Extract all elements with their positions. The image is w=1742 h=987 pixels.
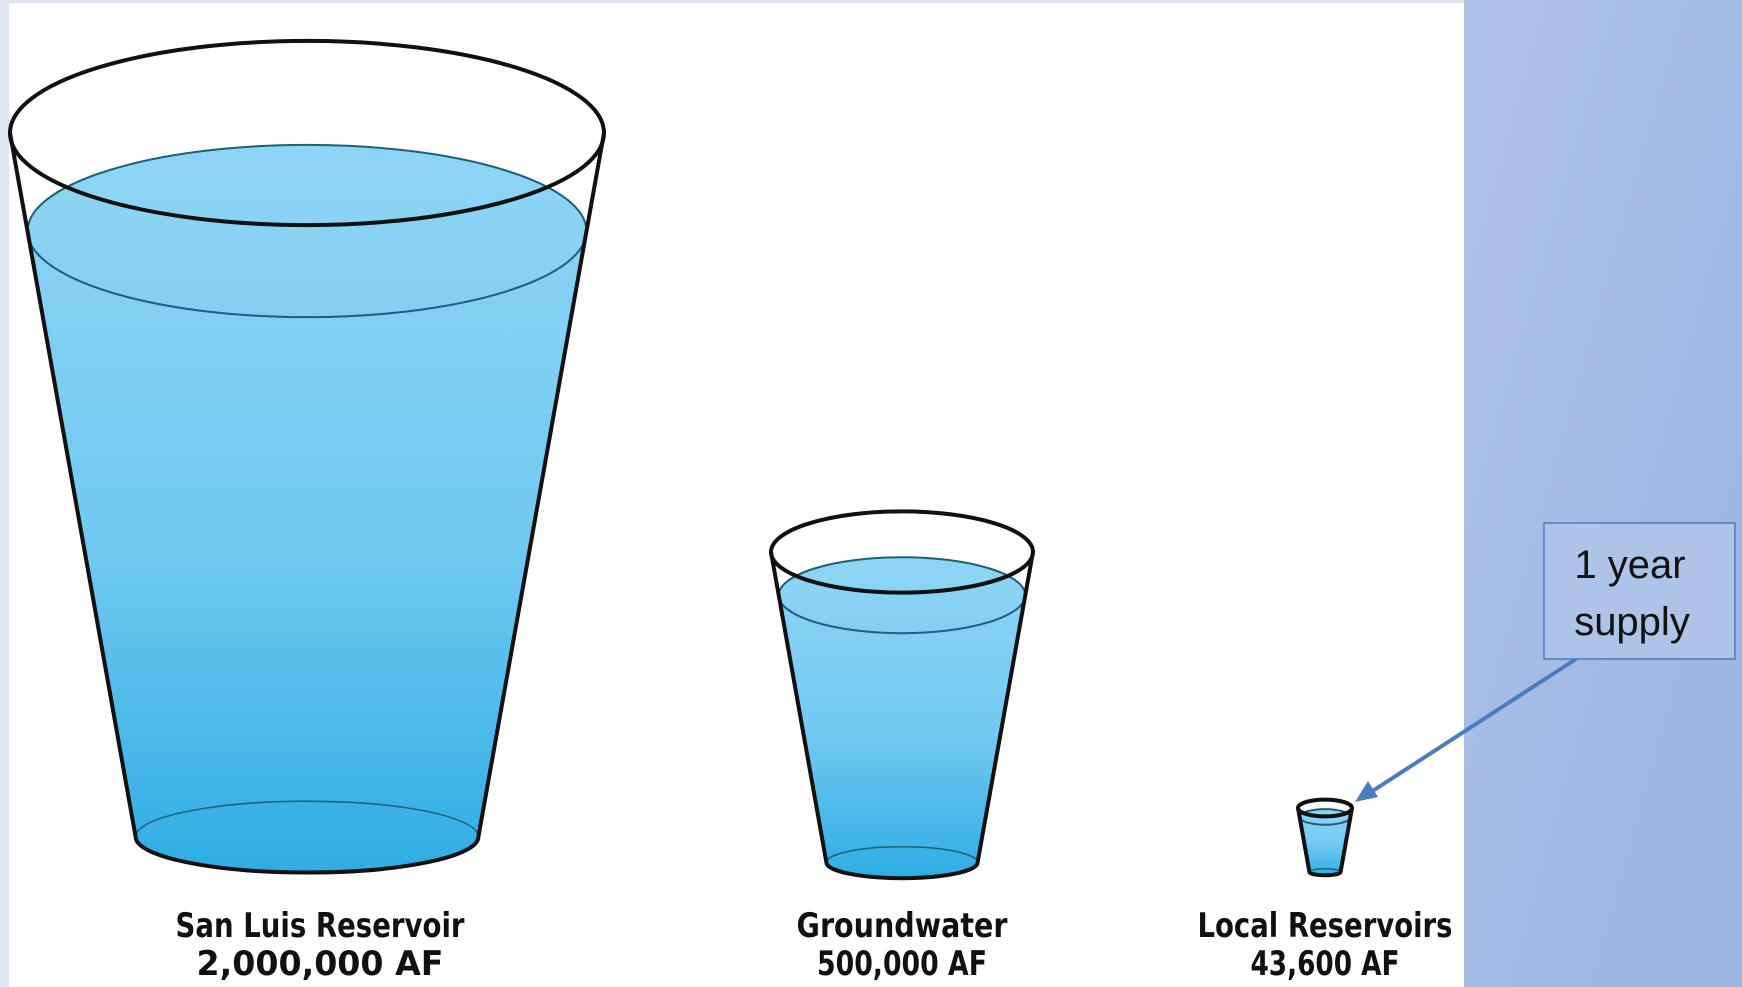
callout-text: 1 year (1574, 543, 1685, 587)
slide: San Luis Reservoir 2,000,000 AF Groundwa… (0, 0, 1742, 987)
item-label: San Luis Reservoir (176, 906, 465, 946)
item-amount: 500,000 AF (817, 944, 987, 984)
side-panel (1464, 0, 1742, 987)
item-amount: 2,000,000 AF (197, 944, 444, 984)
item-label: Local Reservoirs (1198, 906, 1453, 946)
item-label: Groundwater (797, 906, 1008, 946)
callout-text: supply (1574, 600, 1690, 644)
item-amount: 43,600 AF (1251, 944, 1400, 984)
cup-small (1298, 800, 1352, 876)
